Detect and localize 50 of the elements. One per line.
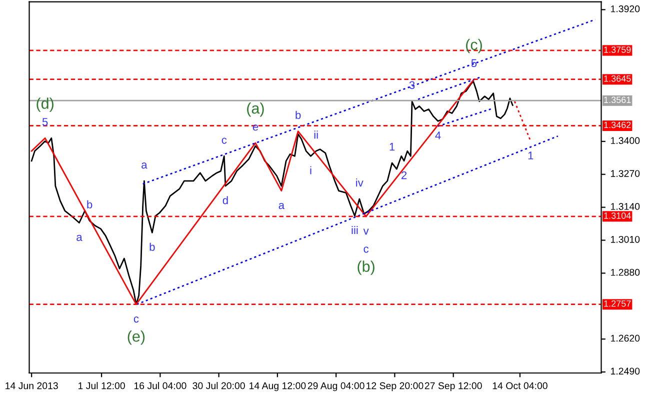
annotation: (a)	[247, 102, 264, 117]
annotation: 1	[390, 142, 395, 151]
annotation: d	[222, 196, 228, 204]
ref-line-label: 1.3561	[604, 96, 631, 104]
annotation: (d)	[36, 98, 54, 112]
x-tick-label: 14 Aug 12:00	[250, 382, 306, 392]
annotation: v	[363, 228, 369, 235]
ref-line-label: 1.3462	[604, 122, 631, 128]
annotation: a	[76, 234, 82, 242]
ref-line-label: 1.3104	[604, 212, 631, 219]
annotation: iii	[352, 226, 358, 234]
ref-line-label: 1.3759	[604, 46, 631, 53]
annotation: ii	[314, 130, 318, 139]
annotation: (e)	[128, 330, 145, 345]
annotation: i	[310, 166, 312, 174]
annotation: (b)	[358, 260, 374, 275]
y-tick-label: 1.3140	[611, 203, 640, 210]
x-tick-label: 30 Jul 20:00	[192, 382, 245, 390]
x-tick-label: 14 Jun 2013	[6, 382, 58, 390]
annotation: iv	[356, 178, 364, 187]
ref-line-label: 1.3645	[604, 75, 631, 82]
annotation: (c)	[466, 38, 482, 54]
y-tick-label: 1.3010	[611, 236, 640, 243]
annotation: c	[364, 246, 369, 253]
annotation: c	[134, 316, 139, 323]
y-tick-label: 1.2490	[611, 368, 640, 375]
annotation: 2	[402, 171, 407, 180]
annotation: a	[142, 162, 148, 169]
annotation: b	[87, 200, 92, 208]
x-tick-label: 12 Sep 20:00	[366, 382, 424, 392]
x-tick-label: 1 Jul 12:00	[78, 382, 125, 390]
x-tick-label: 16 Jul 04:00	[134, 382, 186, 390]
annotation: b	[150, 242, 155, 251]
y-tick-label: 1.3920	[611, 5, 640, 12]
annotation: c	[222, 138, 227, 144]
x-tick-label: 14 Oct 04:00	[492, 382, 548, 390]
y-tick-label: 1.3270	[611, 170, 640, 177]
annotation: e	[252, 124, 258, 131]
x-tick-label: 27 Sep 12:00	[424, 382, 482, 392]
annotation: 1	[528, 152, 534, 160]
annotation: a	[278, 202, 285, 210]
y-tick-label: 1.3400	[611, 137, 640, 144]
y-tick-label: 1.2620	[611, 334, 640, 342]
ref-line-label: 1.2757	[604, 300, 631, 307]
annotation: 5	[42, 118, 48, 126]
x-tick-label: 29 Aug 04:00	[308, 382, 364, 392]
annotation: 3	[409, 81, 415, 90]
annotation: 4	[435, 132, 441, 140]
y-tick-label: 1.2880	[611, 268, 640, 276]
annotation: b	[296, 110, 301, 119]
